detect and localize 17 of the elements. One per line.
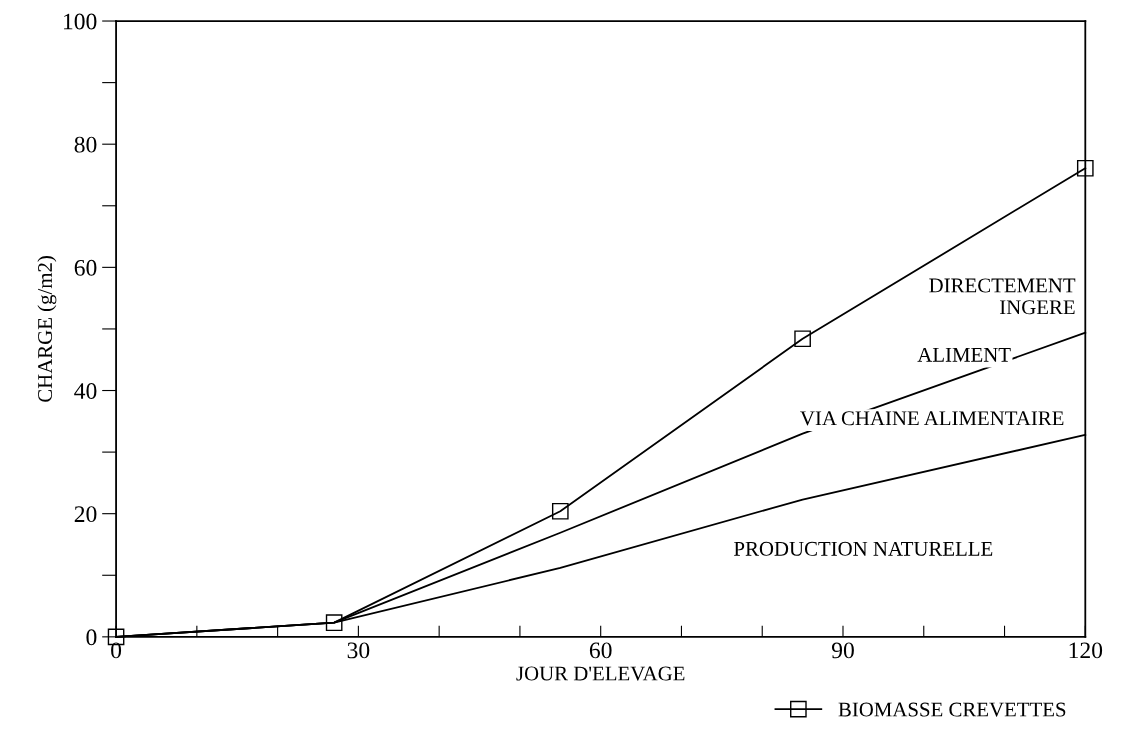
annotation: ALIMENT: [917, 347, 1011, 362]
x-tick-label: 90: [831, 642, 854, 659]
y-tick-label: 80: [74, 136, 97, 153]
annotation: PRODUCTION NATURELLE: [734, 541, 993, 556]
y-tick-label: 100: [63, 13, 97, 30]
x-tick-label: 60: [589, 642, 612, 659]
y-tick-label: 60: [74, 259, 97, 276]
x-tick-label: 30: [347, 642, 370, 659]
y-tick-label: 40: [74, 383, 97, 399]
annotation: VIA CHAINE ALIMENTAIRE: [800, 411, 1064, 426]
y-axis-title: CHARGE (g/m2): [37, 256, 57, 402]
y-tick-label: 0: [86, 629, 97, 646]
x-axis-title: JOUR D'ELEVAGE: [516, 666, 685, 681]
annotation: DIRECTEMENT INGERE: [929, 278, 1076, 315]
y-tick-label: 20: [74, 506, 97, 523]
x-tick-label: 120: [1069, 642, 1103, 659]
legend-label: BIOMASSE CREVETTES: [838, 702, 1066, 717]
